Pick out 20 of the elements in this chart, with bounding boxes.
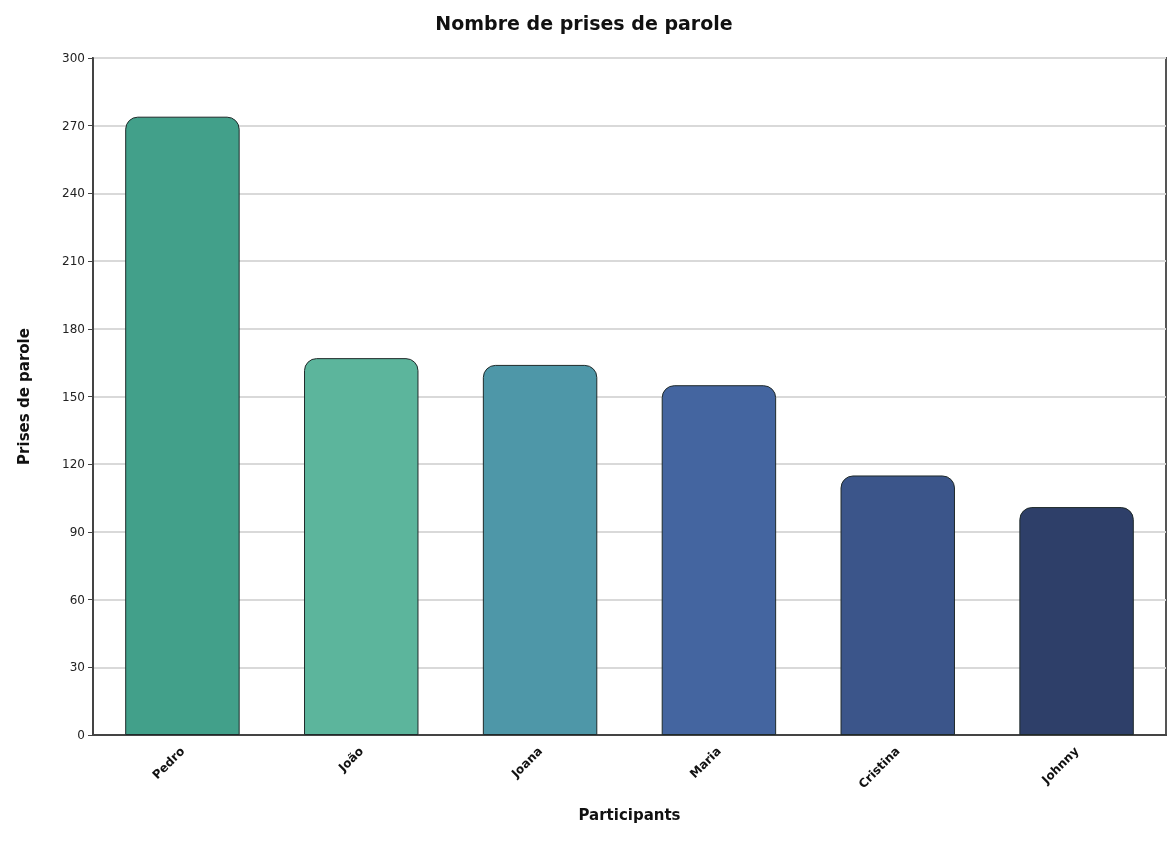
bar bbox=[1019, 507, 1134, 735]
x-axis-title: Participants bbox=[578, 805, 681, 824]
y-tick-label: 90 bbox=[69, 524, 85, 539]
bar bbox=[482, 364, 598, 735]
y-tick-label: 60 bbox=[69, 592, 85, 607]
bar bbox=[125, 116, 240, 735]
y-tick-label: 180 bbox=[62, 321, 85, 336]
y-tick-label: 300 bbox=[62, 51, 85, 65]
y-tick-label: 120 bbox=[62, 457, 85, 472]
chart-title: Nombre de prises de parole bbox=[435, 11, 733, 34]
bar bbox=[840, 475, 955, 735]
y-tick-label: 210 bbox=[62, 254, 85, 269]
y-tick-label: 240 bbox=[62, 186, 85, 201]
y-axis-title: Prises de parole bbox=[14, 328, 33, 465]
bar bbox=[661, 385, 777, 735]
y-tick-label: 270 bbox=[62, 118, 85, 133]
y-tick-label: 0 bbox=[77, 728, 85, 742]
y-tick-label: 30 bbox=[69, 660, 85, 675]
y-tick-label: 150 bbox=[62, 389, 85, 404]
bar bbox=[304, 358, 419, 735]
